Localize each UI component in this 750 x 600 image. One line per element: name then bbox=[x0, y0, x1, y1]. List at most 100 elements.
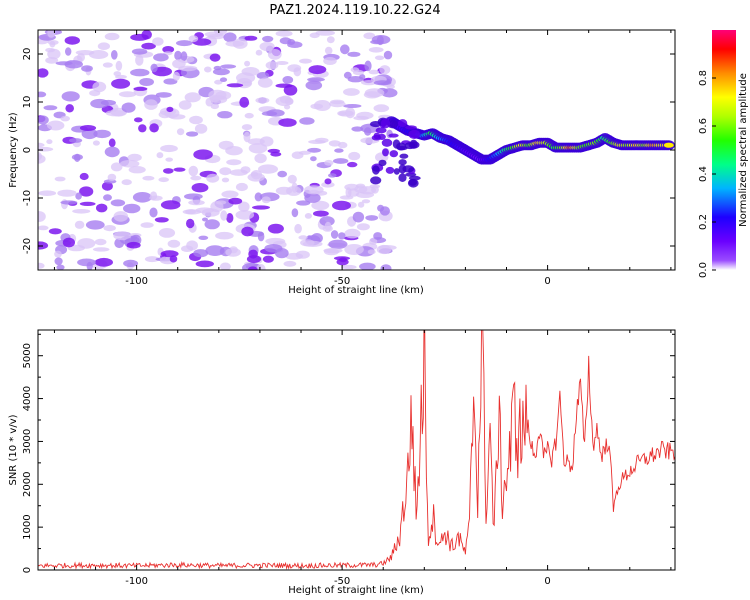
noise-blob bbox=[323, 57, 337, 65]
noise-blob bbox=[89, 90, 101, 97]
noise-blob bbox=[38, 262, 45, 269]
noise-blob bbox=[166, 106, 174, 113]
noise-blob bbox=[337, 110, 354, 117]
noise-blob bbox=[240, 166, 251, 174]
snr-series bbox=[38, 330, 675, 570]
noise-blob bbox=[38, 68, 49, 78]
noise-blob bbox=[77, 238, 96, 249]
noise-blob bbox=[140, 222, 154, 228]
noise-blob bbox=[90, 98, 109, 109]
noise-blob bbox=[309, 32, 320, 39]
noise-blob bbox=[160, 144, 178, 153]
noise-blob bbox=[373, 104, 390, 113]
noise-blob bbox=[348, 151, 361, 161]
noise-blob bbox=[310, 103, 324, 110]
y-tick-label: 1000 bbox=[22, 514, 33, 539]
noise-blob bbox=[94, 238, 107, 246]
colorbar-gradient bbox=[712, 30, 736, 270]
noise-blob bbox=[323, 248, 340, 256]
noise-blob bbox=[74, 220, 85, 229]
noise-blob bbox=[64, 36, 81, 45]
noise-blob bbox=[92, 140, 100, 146]
noise-blob bbox=[304, 185, 324, 195]
noise-blob bbox=[319, 216, 335, 227]
noise-blob bbox=[158, 177, 169, 183]
noise-blob bbox=[257, 77, 273, 88]
spectrogram-y-label: Frequency (Hz) bbox=[8, 112, 19, 188]
y-tick-label: 2000 bbox=[22, 472, 33, 497]
noise-blob bbox=[190, 175, 202, 181]
noise-blob bbox=[56, 264, 65, 270]
noise-blob bbox=[43, 105, 58, 111]
noise-blob bbox=[275, 186, 293, 195]
noise-blob bbox=[339, 195, 354, 200]
noise-blob bbox=[243, 131, 251, 143]
noise-blob bbox=[352, 211, 365, 223]
noise-blob bbox=[365, 215, 379, 221]
signal-speckle bbox=[408, 129, 421, 139]
noise-blob bbox=[259, 41, 275, 52]
noise-blob bbox=[104, 32, 120, 41]
noise-blob bbox=[154, 217, 169, 223]
noise-blob bbox=[254, 153, 267, 164]
noise-blob bbox=[110, 199, 126, 207]
noise-blob bbox=[232, 38, 248, 49]
noise-blob bbox=[173, 167, 186, 172]
noise-blob bbox=[38, 91, 47, 98]
noise-blob bbox=[193, 149, 213, 160]
y-tick-label: 5000 bbox=[22, 343, 33, 368]
noise-blob bbox=[121, 102, 136, 113]
noise-blob bbox=[103, 225, 116, 232]
noise-blob bbox=[261, 111, 278, 116]
noise-blob bbox=[38, 115, 49, 125]
spectrogram-plot: -100 -50 0 20 10 0 -10 -20 Height of straight … bbox=[8, 29, 676, 296]
noise-blob bbox=[226, 159, 242, 166]
noise-blob bbox=[333, 158, 349, 164]
noise-blob bbox=[158, 228, 176, 238]
noise-blob bbox=[296, 200, 311, 206]
noise-blob bbox=[291, 151, 304, 159]
signal-speckle bbox=[407, 178, 419, 188]
noise-blob bbox=[115, 60, 123, 71]
spectrogram-y-ticks: 20 10 0 -10 -20 bbox=[22, 48, 675, 254]
noise-blob bbox=[219, 77, 228, 82]
noise-blob bbox=[361, 199, 371, 204]
colorbar-ticks: 0.0 0.2 0.4 0.6 0.8 bbox=[698, 70, 716, 278]
noise-blob bbox=[79, 186, 94, 197]
noise-blob bbox=[343, 71, 352, 79]
noise-blob bbox=[113, 71, 122, 77]
noise-blob bbox=[364, 60, 372, 72]
noise-blob bbox=[370, 39, 384, 45]
noise-blob bbox=[45, 57, 59, 64]
noise-blob bbox=[324, 221, 332, 231]
signal-speckle bbox=[393, 168, 400, 175]
noise-blob bbox=[330, 230, 339, 239]
noise-blob bbox=[167, 239, 181, 248]
noise-blob bbox=[304, 213, 312, 219]
noise-blob bbox=[139, 78, 155, 86]
noise-blob bbox=[93, 129, 111, 139]
x-tick-label: 0 bbox=[544, 576, 550, 587]
noise-blob bbox=[60, 115, 70, 122]
noise-blob bbox=[104, 146, 120, 158]
noise-blob bbox=[221, 177, 230, 183]
noise-blob bbox=[141, 30, 152, 40]
noise-blob bbox=[315, 30, 336, 36]
noise-blob bbox=[169, 255, 178, 263]
noise-blob bbox=[347, 161, 358, 168]
noise-blob bbox=[329, 100, 346, 108]
colorbar-label: Normalized spectral amplitude bbox=[738, 73, 749, 227]
noise-blob bbox=[54, 257, 63, 266]
noise-blob bbox=[176, 128, 185, 136]
signal-speckle bbox=[405, 125, 417, 130]
noise-blob bbox=[204, 66, 212, 73]
noise-blob bbox=[332, 200, 351, 211]
noise-blob bbox=[305, 80, 323, 91]
noise-blob bbox=[254, 192, 263, 202]
noise-blob bbox=[244, 60, 251, 67]
noise-blob bbox=[258, 164, 278, 174]
noise-blob bbox=[209, 53, 221, 62]
noise-blob bbox=[265, 61, 279, 70]
noise-blob bbox=[340, 44, 350, 55]
noise-blob bbox=[45, 47, 55, 53]
